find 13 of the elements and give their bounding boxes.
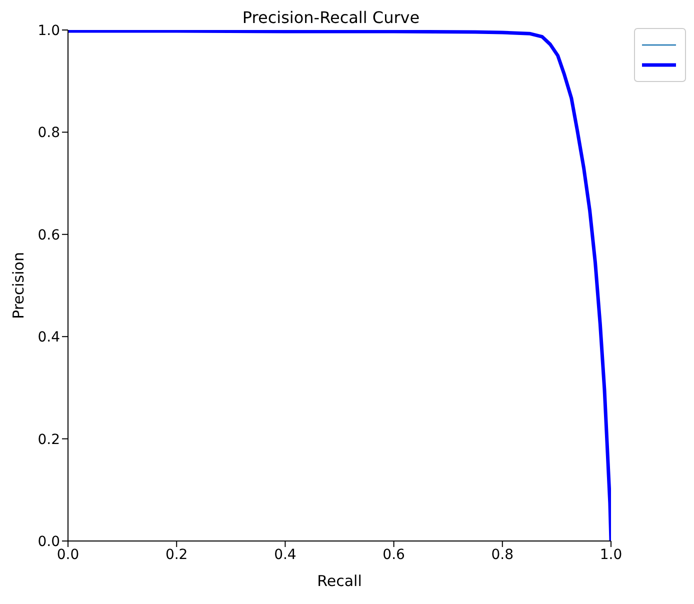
y-tick-label: 0.4: [38, 330, 60, 346]
y-tick-label: 0.8: [38, 125, 60, 142]
x-axis-title: Recall: [317, 572, 362, 590]
y-tick-label: 0.2: [38, 432, 60, 448]
x-tick-label: 1.0: [600, 546, 622, 563]
y-tick-label: 0.6: [38, 227, 60, 244]
x-tick-label: 0.2: [165, 546, 188, 563]
y-tick-label: 1.0: [38, 22, 60, 39]
x-tick-label: 0.8: [491, 546, 514, 563]
y-axis-title: Precision: [9, 252, 28, 319]
x-tick-label: 0.6: [382, 546, 406, 563]
chart-title: Precision-Recall Curve: [242, 8, 420, 27]
x-tick-label: 0.4: [274, 546, 296, 563]
